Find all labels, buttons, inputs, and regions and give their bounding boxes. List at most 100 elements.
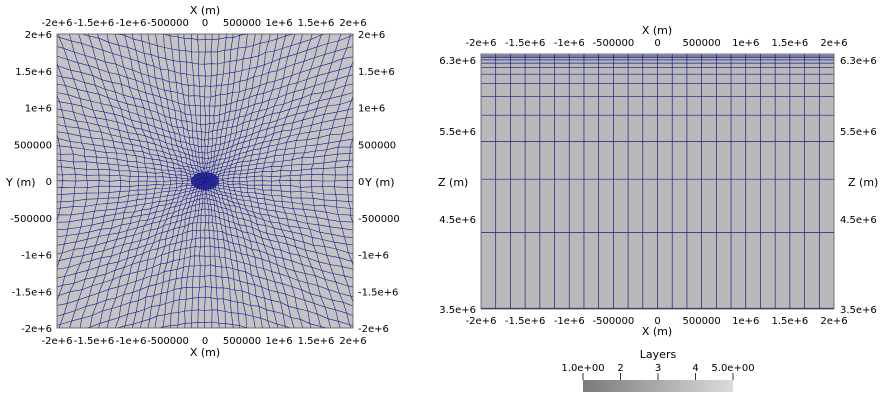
right-z-tick-label: 5.5e+6 <box>439 127 476 138</box>
right-x-tick-label: -500000 <box>592 316 634 327</box>
left-y-tick-label: -500000 <box>358 214 400 225</box>
left-y-tick-label: -2e+6 <box>358 324 389 335</box>
left-y-tick-label: 2e+6 <box>25 30 52 41</box>
left-y-tick-label: -1.5e+6 <box>358 287 398 298</box>
vertical-section-mesh-lines <box>481 54 834 309</box>
horizontal-mesh-border <box>56 33 354 329</box>
right-z-ticks-left: 6.3e+6 5.5e+6 4.5e+6 3.5e+6 <box>439 56 476 316</box>
left-x-tick-label: -1.5e+6 <box>74 336 114 347</box>
mesh-edge-line <box>253 34 296 328</box>
left-x-tick-label: 2e+6 <box>339 18 366 29</box>
left-x-tick-label: 2e+6 <box>339 336 366 347</box>
left-y-tick-label: 0 <box>46 177 52 188</box>
right-z-title-right: Z (m) <box>848 176 878 189</box>
left-y-tick-label: 1.5e+6 <box>15 67 52 78</box>
right-z-tick-label: 4.5e+6 <box>439 215 476 226</box>
mesh-edge-line <box>232 34 271 328</box>
mesh-edge-line <box>261 34 303 328</box>
mesh-edge-line <box>57 46 353 88</box>
left-x-tick-label: 0 <box>202 18 208 29</box>
right-x-tick-label: -1.5e+6 <box>505 38 545 49</box>
colorbar-tick-label: 1.0e+00 <box>561 363 604 374</box>
mesh-edge-line <box>279 34 322 328</box>
left-x-tick-label: 1e+6 <box>265 336 292 347</box>
right-x-tick-label: -1e+6 <box>554 316 585 327</box>
left-x-tick-label: -1.5e+6 <box>74 18 114 29</box>
right-x-tick-label: 1.5e+6 <box>771 316 808 327</box>
layers-colorbar: Layers 1.0e+00 2 3 4 5.0e+00 <box>561 348 755 392</box>
mesh-edge-line <box>57 35 353 77</box>
left-x-ticks-bottom: -2e+6 -1.5e+6 -1e+6 -500000 0 500000 1e+6 1.5e+… <box>42 336 367 347</box>
right-x-tick-label: 500000 <box>683 38 721 49</box>
left-y-title-right: Y (m) <box>364 176 395 189</box>
right-x-tick-label: -1e+6 <box>554 38 585 49</box>
mesh-edge-line <box>227 34 263 328</box>
right-x-tick-label: -2e+6 <box>466 316 497 327</box>
left-x-tick-label: 1.5e+6 <box>298 336 335 347</box>
left-y-tick-label: 1.5e+6 <box>358 67 395 78</box>
mesh-edge-line <box>57 74 353 117</box>
left-x-tick-label: 0 <box>202 336 208 347</box>
left-y-tick-label: -2e+6 <box>21 324 52 335</box>
colorbar-tick-label: 5.0e+00 <box>711 363 754 374</box>
mesh-edge-line <box>57 108 353 148</box>
right-x-title-bottom: X (m) <box>642 325 672 338</box>
colorbar-tick-label: 4 <box>692 363 698 374</box>
right-x-tick-label: 500000 <box>683 316 721 327</box>
left-x-tick-label: -2e+6 <box>42 18 73 29</box>
right-z-ticks-right: 6.3e+6 5.5e+6 4.5e+6 3.5e+6 <box>840 56 877 316</box>
left-y-tick-label: -1e+6 <box>21 251 52 262</box>
colorbar-tick-label: 2 <box>617 363 623 374</box>
right-x-tick-label: -500000 <box>592 38 634 49</box>
mesh-edge-line <box>81 34 326 65</box>
vertical-section-border <box>480 53 835 310</box>
mesh-edge-line <box>57 116 353 154</box>
mesh-edge-line <box>57 83 353 125</box>
left-x-title-bottom: X (m) <box>190 346 220 359</box>
right-x-tick-label: 2e+6 <box>820 316 847 327</box>
right-z-tick-label: 4.5e+6 <box>840 215 877 226</box>
mesh-edge-line <box>57 138 353 169</box>
left-x-tick-label: 500000 <box>223 336 261 347</box>
right-z-tick-label: 3.5e+6 <box>840 305 877 316</box>
mesh-edge-line <box>310 34 352 328</box>
colorbar-title: Layers <box>640 348 677 361</box>
left-y-tick-label: 500000 <box>358 140 396 151</box>
right-x-ticks-top: -2e+6 -1.5e+6 -1e+6 -500000 0 500000 1e+6 1.5e+… <box>466 38 848 49</box>
right-z-title-left: Z (m) <box>438 176 468 189</box>
left-y-tick-label: -1.5e+6 <box>12 287 52 298</box>
right-z-tick-label: 6.3e+6 <box>840 56 877 67</box>
right-x-tick-label: -1.5e+6 <box>505 316 545 327</box>
mesh-edge-line <box>57 124 353 160</box>
left-y-title-left: Y (m) <box>5 176 36 189</box>
left-x-ticks-top: -2e+6 -1.5e+6 -1e+6 -500000 0 500000 1e+6 1.5e+… <box>42 18 367 29</box>
left-y-tick-label: 2e+6 <box>358 30 385 41</box>
mesh-edge-line <box>270 34 313 328</box>
left-x-tick-label: 1.5e+6 <box>298 18 335 29</box>
mesh-edge-line <box>161 34 251 41</box>
mesh-edge-line <box>57 100 353 141</box>
left-x-tick-label: -1e+6 <box>116 336 147 347</box>
left-x-tick-label: -500000 <box>147 336 189 347</box>
left-x-tick-label: -1e+6 <box>116 18 147 29</box>
right-z-tick-label: 6.3e+6 <box>439 56 476 67</box>
right-x-ticks-bottom: -2e+6 -1.5e+6 -1e+6 -500000 0 500000 1e+6 1.5e+… <box>466 316 848 327</box>
right-x-tick-label: 1e+6 <box>732 316 759 327</box>
right-z-tick-label: 5.5e+6 <box>840 127 877 138</box>
mesh-edge-line <box>346 135 353 228</box>
vertical-section-panel: X (m) X (m) Z (m) Z (m) -2e+6 -1.5e+6 -1e+… <box>438 24 878 338</box>
colorbar-ticks: 1.0e+00 2 3 4 5.0e+00 <box>561 363 755 380</box>
left-y-tick-label: 500000 <box>14 140 52 151</box>
left-x-tick-label: 500000 <box>223 18 261 29</box>
left-y-ticks-left: 2e+6 1.5e+6 1e+6 500000 0 -500000 -1e+6 -1.5e+6… <box>10 30 52 335</box>
left-x-tick-label: -2e+6 <box>42 336 73 347</box>
horizontal-mesh-lines <box>57 34 353 328</box>
right-x-tick-label: 0 <box>654 38 660 49</box>
left-y-tick-label: -1e+6 <box>358 251 389 262</box>
horizontal-mesh-panel: X (m) X (m) Y (m) Y (m) -2e+6 -1.5e+6 -1e+… <box>5 4 400 359</box>
colorbar-tick-label: 3 <box>655 363 661 374</box>
mesh-edge-line <box>57 130 353 165</box>
mesh-refinement-core <box>191 172 219 190</box>
left-y-tick-label: 1e+6 <box>25 104 52 115</box>
